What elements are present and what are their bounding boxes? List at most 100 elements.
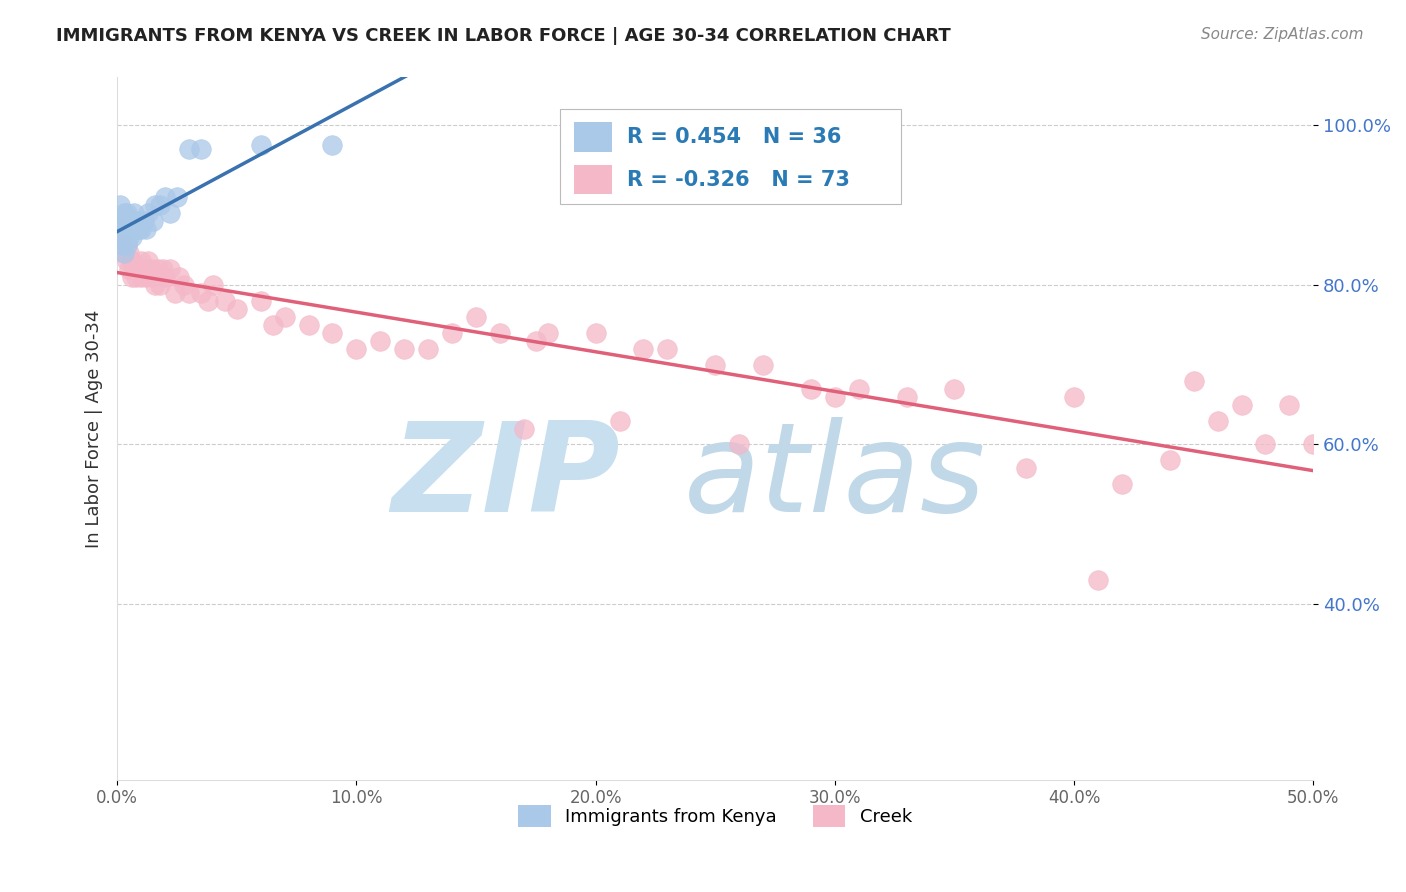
Point bbox=[136, 206, 159, 220]
Point bbox=[149, 277, 172, 292]
Point bbox=[177, 142, 200, 156]
Point bbox=[513, 421, 536, 435]
Point bbox=[145, 198, 167, 212]
Point bbox=[177, 285, 200, 300]
Point bbox=[129, 269, 152, 284]
Point bbox=[112, 246, 135, 260]
Point bbox=[321, 138, 343, 153]
Point bbox=[115, 206, 138, 220]
Point bbox=[1206, 413, 1229, 427]
Point bbox=[122, 206, 145, 220]
Point bbox=[112, 222, 135, 236]
Point bbox=[112, 246, 135, 260]
Point bbox=[273, 310, 295, 324]
Point bbox=[122, 222, 145, 236]
Point bbox=[115, 222, 138, 236]
Point bbox=[121, 214, 143, 228]
Point bbox=[121, 269, 143, 284]
Point bbox=[118, 214, 141, 228]
Point bbox=[108, 214, 131, 228]
Point bbox=[489, 326, 512, 340]
Point bbox=[249, 293, 271, 308]
Point bbox=[153, 190, 176, 204]
Point bbox=[1087, 573, 1109, 587]
Point bbox=[108, 198, 131, 212]
Point bbox=[609, 413, 631, 427]
Point bbox=[122, 262, 145, 277]
Point bbox=[129, 254, 152, 268]
Point bbox=[121, 254, 143, 268]
Point bbox=[1302, 437, 1324, 451]
Text: IMMIGRANTS FROM KENYA VS CREEK IN LABOR FORCE | AGE 30-34 CORRELATION CHART: IMMIGRANTS FROM KENYA VS CREEK IN LABOR … bbox=[56, 27, 950, 45]
Point bbox=[112, 230, 135, 244]
Point bbox=[145, 277, 167, 292]
Point bbox=[129, 222, 152, 236]
Point bbox=[125, 214, 148, 228]
Point bbox=[633, 342, 655, 356]
Point bbox=[465, 310, 488, 324]
Point bbox=[128, 262, 150, 277]
Point bbox=[1015, 461, 1038, 475]
Point bbox=[115, 254, 138, 268]
Point bbox=[125, 269, 148, 284]
Text: Source: ZipAtlas.com: Source: ZipAtlas.com bbox=[1201, 27, 1364, 42]
Point bbox=[169, 269, 191, 284]
Text: atlas: atlas bbox=[683, 417, 986, 538]
Point bbox=[704, 358, 727, 372]
Point bbox=[1063, 390, 1085, 404]
Point bbox=[441, 326, 464, 340]
Point bbox=[118, 230, 141, 244]
Point bbox=[108, 230, 131, 244]
Point bbox=[524, 334, 547, 348]
Text: R = 0.454   N = 36: R = 0.454 N = 36 bbox=[627, 127, 841, 147]
Y-axis label: In Labor Force | Age 30-34: In Labor Force | Age 30-34 bbox=[86, 310, 103, 548]
Point bbox=[108, 214, 131, 228]
Point bbox=[1159, 453, 1181, 467]
Point bbox=[262, 318, 284, 332]
Point bbox=[370, 334, 392, 348]
Point bbox=[111, 214, 134, 228]
FancyBboxPatch shape bbox=[574, 122, 613, 152]
Point bbox=[153, 269, 176, 284]
Point bbox=[142, 269, 165, 284]
Point bbox=[896, 390, 918, 404]
Point bbox=[1230, 398, 1253, 412]
Point bbox=[146, 262, 169, 277]
Point bbox=[142, 214, 165, 228]
Point bbox=[190, 142, 212, 156]
Point bbox=[418, 342, 440, 356]
Point bbox=[111, 222, 134, 236]
Point bbox=[1111, 477, 1133, 491]
Point bbox=[111, 238, 134, 252]
Point bbox=[225, 301, 247, 316]
Point bbox=[159, 262, 181, 277]
Point bbox=[112, 206, 135, 220]
Point bbox=[848, 382, 870, 396]
Point bbox=[943, 382, 966, 396]
Point bbox=[657, 342, 679, 356]
Legend: Immigrants from Kenya, Creek: Immigrants from Kenya, Creek bbox=[510, 797, 920, 834]
Point bbox=[132, 262, 155, 277]
Point bbox=[201, 277, 224, 292]
Point bbox=[111, 222, 134, 236]
Point bbox=[149, 198, 172, 212]
Point bbox=[136, 254, 159, 268]
Point bbox=[800, 382, 823, 396]
Text: R = -0.326   N = 73: R = -0.326 N = 73 bbox=[627, 169, 849, 190]
Text: ZIP: ZIP bbox=[391, 417, 620, 538]
Point bbox=[118, 246, 141, 260]
Point bbox=[752, 358, 775, 372]
Point bbox=[344, 342, 367, 356]
Point bbox=[115, 238, 138, 252]
Point bbox=[1254, 437, 1277, 451]
Point bbox=[173, 277, 195, 292]
Point bbox=[135, 269, 157, 284]
Point bbox=[111, 238, 134, 252]
Point bbox=[159, 206, 181, 220]
FancyBboxPatch shape bbox=[560, 109, 901, 204]
Point bbox=[163, 285, 186, 300]
Point bbox=[132, 214, 155, 228]
Point bbox=[321, 326, 343, 340]
Point bbox=[249, 138, 271, 153]
Point bbox=[824, 390, 846, 404]
